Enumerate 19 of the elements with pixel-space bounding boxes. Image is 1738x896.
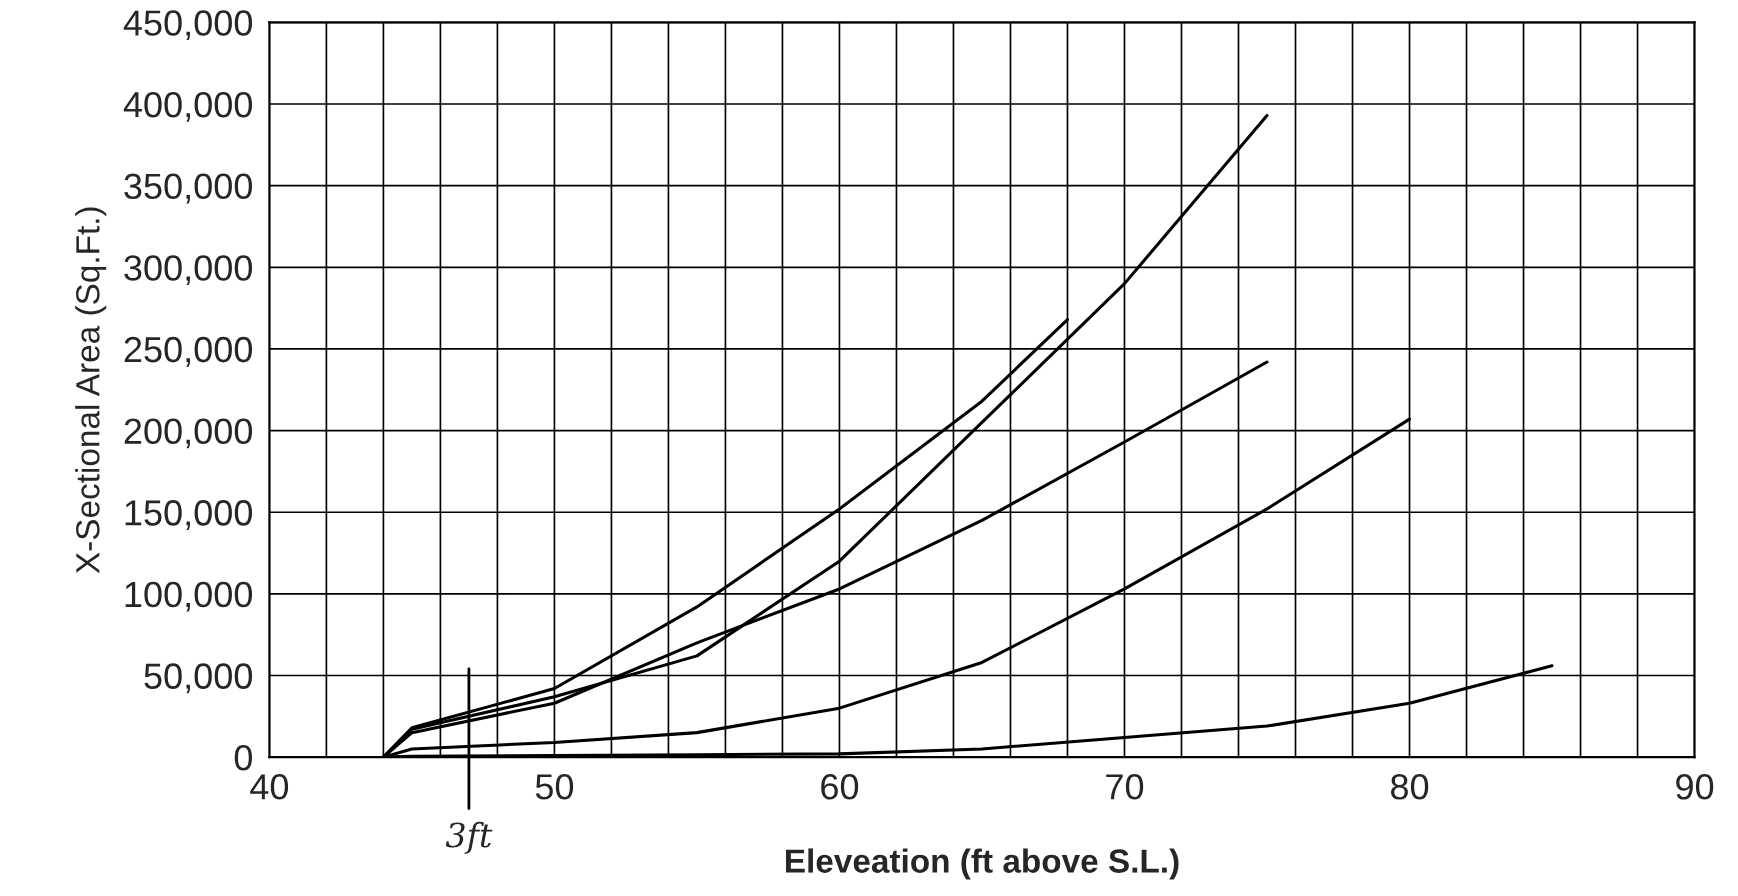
x-tick-label: 40 (250, 774, 289, 800)
text: 3ft (445, 821, 493, 855)
y-tick-label: 300,000 (124, 255, 253, 286)
x-tick-label: 50 (535, 774, 574, 800)
y-tick-label: 50,000 (144, 663, 253, 694)
x-tick-label: 70 (1106, 774, 1144, 800)
y-tick-label: 450,000 (123, 10, 253, 41)
y-axis-title: X-Sectional Area (Sq.Ft.) (75, 207, 107, 574)
x-tick-label: 90 (1676, 774, 1714, 800)
x-axis-title: Eleveation (ft above S.L.) (786, 848, 1179, 880)
y-tick-label: 350,000 (124, 173, 253, 204)
y-tick-label: 0 (234, 744, 253, 771)
y-tick-label: 200,000 (124, 418, 253, 449)
y-tick-label: 250,000 (124, 336, 253, 367)
y-tick-label: 150,000 (125, 500, 253, 530)
x-tick-label: 60 (821, 774, 859, 800)
y-tick-label: 100,000 (125, 581, 253, 612)
x-tick-label: 80 (1391, 774, 1429, 800)
y-tick-label: 400,000 (123, 91, 253, 122)
